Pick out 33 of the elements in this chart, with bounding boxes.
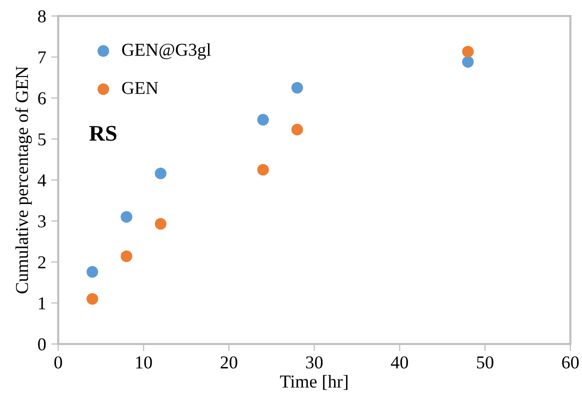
y-tick-label: 3 [38,215,46,228]
point [291,82,304,94]
point [86,266,98,278]
point [257,164,269,176]
y-tick-label: 6 [38,92,46,104]
point [86,293,98,305]
x-axis-title: Time [hr] [280,374,348,390]
x-tick-label: 60 [562,356,579,369]
x-tick-label: 10 [136,356,152,369]
x-tick-label: 30 [306,356,323,369]
y-tick-label: 4 [38,174,46,186]
point [291,124,304,136]
legend-label: GEN [122,82,158,94]
y-tick-label: 2 [38,256,46,268]
x-tick-label: 20 [220,356,238,369]
point [120,211,132,223]
point [154,168,166,180]
y-tick-label: 0 [38,338,46,350]
y-axis-title: Cumulative percentage of GEN [15,66,32,294]
legend-label: GEN@G3gl [122,43,211,60]
x-tick-label: 40 [390,356,408,369]
y-tick-label: 1 [38,297,46,310]
annotation: RS [89,126,116,141]
point [462,46,474,58]
x-tick-label: 50 [477,356,494,369]
point [462,56,474,68]
point [154,218,166,230]
y-tick-label: 5 [38,133,46,146]
y-tick-label: 8 [38,10,46,22]
y-tick-label: 7 [38,51,46,64]
point [257,114,269,126]
x-tick-label: 0 [54,356,62,369]
point [120,250,132,262]
